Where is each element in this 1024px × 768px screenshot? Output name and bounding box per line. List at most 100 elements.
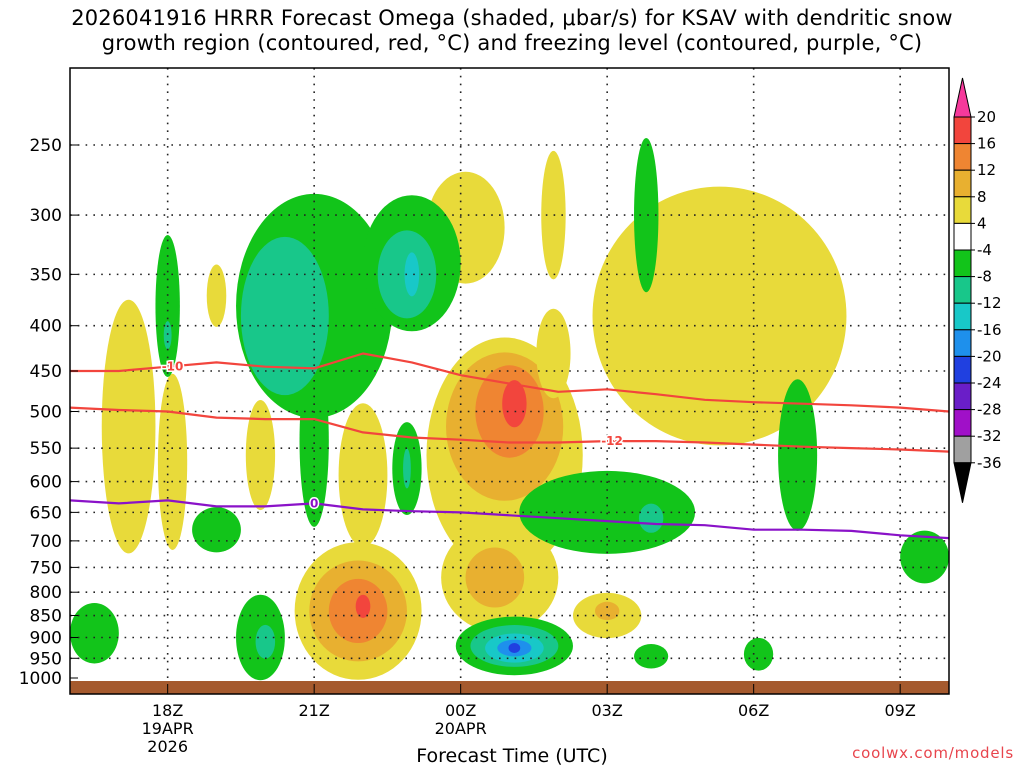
y-tick-label: 1000 (19, 669, 62, 689)
colorbar-label: -36 (977, 454, 1002, 472)
colorbar-bin (953, 382, 972, 411)
credit-link[interactable]: coolwx.com/models (852, 744, 1014, 762)
ground-terrain (70, 681, 949, 694)
omega-region (299, 355, 329, 527)
y-tick-label: 850 (30, 607, 62, 627)
x-tick-label: 00Z (445, 701, 476, 720)
omega-region (594, 601, 620, 621)
omega-region (638, 503, 664, 533)
omega-region (157, 373, 188, 550)
y-tick-label: 250 (30, 136, 62, 156)
omega-region (541, 150, 566, 280)
x-tick-label: 2026 (147, 737, 188, 756)
colorbar-label: -32 (977, 427, 1002, 445)
chart-title-line-2: growth region (contoured, red, °C) and f… (101, 31, 923, 55)
colorbar-bin (953, 116, 972, 145)
omega-region (743, 637, 774, 671)
colorbar-label: 12 (977, 161, 996, 179)
x-tick-label: 18Z (152, 701, 183, 720)
colorbar-bin (953, 409, 972, 437)
grid-lines (70, 68, 949, 694)
colorbar: 20 16 12 8 4 -4 -8 -12 -16 -20 -24 -28 -32 -36 (953, 77, 1002, 503)
y-tick-label: 550 (30, 439, 62, 459)
chart-title: 2026041916 HRRR Forecast Omega (shaded, … (0, 6, 1024, 56)
colorbar-label: -12 (977, 294, 1002, 312)
colorbar-label: -8 (977, 268, 992, 286)
omega-region (70, 602, 119, 664)
x-tick-label: 21Z (299, 701, 330, 720)
colorbar-bin (953, 302, 972, 331)
omega-region (240, 236, 329, 396)
omega-region (519, 470, 696, 554)
y-tick-label: 500 (30, 403, 62, 423)
omega-region (502, 380, 527, 428)
omega-region (101, 299, 156, 554)
omega-region (245, 400, 276, 511)
colorbar-label: -16 (977, 321, 1002, 339)
omega-region (163, 321, 172, 350)
contour-label: -12 (601, 434, 623, 448)
y-tick-label: 350 (30, 265, 62, 285)
plot-frame (69, 67, 950, 695)
colorbar-bin (953, 435, 972, 464)
y-tick-label: 700 (30, 532, 62, 552)
y-tick-label: 300 (30, 206, 62, 226)
contour-lines: -10 -12 0 (70, 352, 949, 540)
colorbar-bin (953, 143, 972, 171)
colorbar-label: -20 (977, 347, 1002, 365)
colorbar-label: -24 (977, 374, 1002, 392)
colorbar-bin (953, 169, 972, 198)
x-tick-label: 20APR (435, 719, 487, 738)
colorbar-label: 16 (977, 135, 996, 153)
y-tick-label: 450 (30, 362, 62, 382)
y-axis: 2503003504004505005506006507007508008509… (19, 136, 78, 689)
y-tick-label: 650 (30, 503, 62, 523)
contour-label: 0 (310, 496, 318, 510)
x-tick-label: 03Z (592, 701, 623, 720)
colorbar-label: -28 (977, 401, 1002, 419)
omega-region (338, 403, 388, 548)
omega-shading (70, 137, 949, 681)
omega-region (403, 448, 411, 489)
colorbar-label: 8 (977, 188, 987, 206)
x-tick-label: 19APR (142, 719, 194, 738)
y-tick-label: 400 (30, 317, 62, 337)
colorbar-label: 20 (977, 108, 996, 126)
colorbar-label: -4 (977, 241, 992, 259)
omega-region (155, 234, 180, 378)
x-tick-label: 09Z (885, 701, 916, 720)
y-tick-label: 750 (30, 558, 62, 578)
colorbar-bin (953, 276, 972, 304)
contour-line (70, 406, 949, 453)
colorbar-bin (953, 249, 972, 278)
omega-region (206, 264, 227, 327)
omega-region (255, 624, 276, 659)
x-tick-label: 06Z (738, 701, 769, 720)
omega-region (508, 643, 521, 654)
omega-region (355, 594, 371, 618)
colorbar-bin (953, 355, 972, 384)
chart-title-line-1: 2026041916 HRRR Forecast Omega (shaded, … (71, 6, 953, 30)
omega-region (192, 507, 241, 553)
colorbar-bin (953, 222, 972, 251)
contour-line (70, 352, 949, 413)
y-tick-label: 600 (30, 473, 62, 493)
y-tick-label: 950 (30, 649, 62, 669)
contour-label: -10 (162, 360, 184, 374)
omega-region (900, 530, 949, 584)
y-tick-label: 900 (30, 628, 62, 648)
omega-region (778, 379, 818, 531)
colorbar-bin (953, 196, 972, 224)
x-axis-label: Forecast Time (UTC) (416, 745, 608, 767)
colorbar-label: 4 (977, 214, 987, 232)
omega-region (465, 547, 525, 608)
colorbar-bin (953, 329, 972, 357)
omega-region (634, 644, 669, 669)
colorbar-arrow-bottom (953, 462, 972, 503)
omega-region (536, 308, 571, 399)
y-tick-label: 800 (30, 583, 62, 603)
omega-region (404, 252, 420, 297)
omega-region (634, 137, 659, 293)
